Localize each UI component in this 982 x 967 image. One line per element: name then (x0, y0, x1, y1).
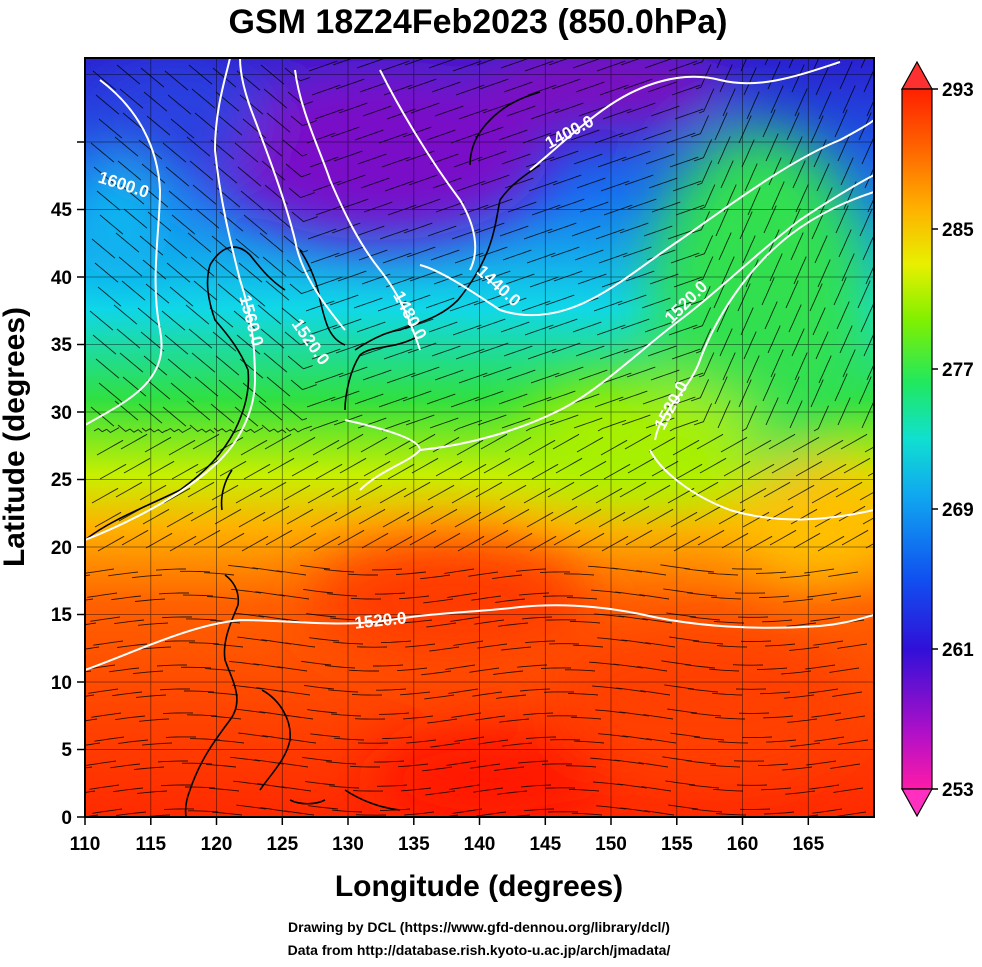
x-tick-label: 150 (595, 834, 627, 855)
x-tick-label: 125 (266, 834, 298, 855)
colorbar-label: 285 (942, 220, 974, 241)
streamline (742, 737, 772, 738)
colorbar-label: 277 (942, 360, 974, 381)
x-tick-label: 140 (464, 834, 496, 855)
colorbar-top-arrow (902, 62, 932, 89)
colorbar-label: 253 (942, 780, 974, 801)
y-tick-label: 10 (51, 673, 72, 694)
x-tick-label: 145 (529, 834, 561, 855)
y-tick-label: 15 (51, 605, 73, 626)
y-axis-label: Latitude (degrees) (0, 307, 31, 567)
colorbar-label: 293 (942, 80, 974, 101)
y-tick-label: 5 (61, 740, 72, 761)
x-tick-label: 165 (792, 834, 824, 855)
map-panel: 1600.0 1560.0 1520.0 1480.0 1440.0 1400.… (60, 38, 900, 830)
credit-drawing: Drawing by DCL (https://www.gfd-dennou.o… (288, 919, 670, 935)
figure-title: GSM 18Z24Feb2023 (850.0hPa) (229, 3, 728, 41)
colorbar-scale (902, 89, 932, 789)
streamline (733, 665, 763, 666)
x-axis-label: Longitude (degrees) (335, 870, 623, 903)
x-tick-label: 155 (661, 834, 693, 855)
streamline (741, 641, 771, 642)
streamline (542, 764, 572, 765)
x-tick-label: 110 (70, 834, 101, 855)
y-tick-labels: 0 5 10 15 20 25 30 35 40 45 (51, 200, 73, 829)
streamline (543, 596, 573, 597)
y-tick-label: 0 (61, 808, 72, 829)
y-tick-label: 40 (51, 268, 72, 289)
x-tick-label: 120 (201, 834, 233, 855)
x-tick-label: 115 (135, 834, 166, 855)
colorbar-label: 261 (942, 640, 974, 661)
x-tick-labels: 110 115 120 125 130 135 140 145 150 155 … (70, 834, 825, 855)
y-tick-label: 45 (51, 200, 73, 221)
colorbar: 293 285 277 269 261 253 (902, 62, 974, 816)
y-tick-label: 35 (51, 335, 73, 356)
colorbar-label: 269 (942, 500, 974, 521)
streamline (166, 737, 196, 738)
y-tick-label: 20 (51, 538, 72, 559)
colorbar-bottom-arrow (902, 789, 932, 816)
y-tick-label: 25 (51, 470, 73, 491)
streamline (165, 641, 195, 642)
x-tick-label: 160 (727, 834, 759, 855)
x-tick-label: 130 (332, 834, 364, 855)
x-tick-label: 135 (398, 834, 430, 855)
streamline (356, 815, 386, 816)
credit-data: Data from http://database.rish.kyoto-u.a… (288, 942, 671, 958)
y-tick-label: 30 (51, 403, 72, 424)
